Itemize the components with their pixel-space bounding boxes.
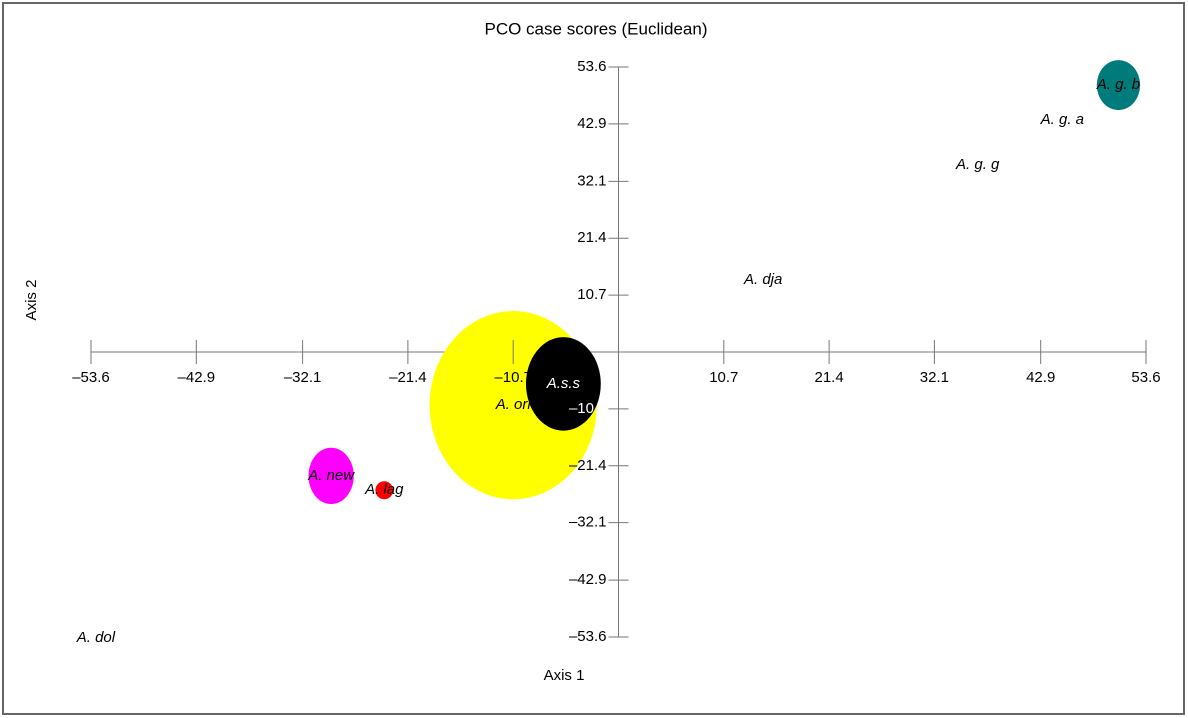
ellipse xyxy=(308,447,354,505)
point-label: A. dja xyxy=(743,271,782,288)
point-label: A. dol xyxy=(76,629,116,646)
point-label: A. g. a xyxy=(1040,111,1084,128)
point-label: A. g. g xyxy=(955,156,1000,173)
x-tick-label: –10.7 xyxy=(494,369,532,386)
x-tick-label: –32.1 xyxy=(284,369,322,386)
ellipse xyxy=(525,337,601,431)
y-tick-label: –10.7 xyxy=(569,400,607,417)
point-label: A. g. b xyxy=(1096,76,1140,93)
x-tick-label: 21.4 xyxy=(815,369,844,386)
y-tick-label: –32.1 xyxy=(569,514,607,531)
y-tick-label: 21.4 xyxy=(577,229,606,246)
x-tick-label: –21.4 xyxy=(389,369,427,386)
x-tick-label: –53.6 xyxy=(72,369,110,386)
point-label: A. new xyxy=(307,467,355,484)
y-axis-title: Axis 2 xyxy=(23,280,40,321)
y-tick-label: –21.4 xyxy=(569,457,607,474)
y-tick-label: 10.7 xyxy=(577,286,606,303)
point-label: A. lag xyxy=(364,481,404,498)
x-tick-label: 42.9 xyxy=(1026,369,1055,386)
ellipse xyxy=(1096,60,1141,111)
x-tick-label: 32.1 xyxy=(920,369,949,386)
chart-title: PCO case scores (Euclidean) xyxy=(485,19,708,38)
ellipse xyxy=(375,481,394,500)
y-tick-label: –53.6 xyxy=(569,628,607,645)
x-axis-title: Axis 1 xyxy=(544,667,585,684)
point-label: A.s.s xyxy=(546,375,581,392)
y-tick-label: 32.1 xyxy=(577,172,606,189)
y-tick-label: 53.6 xyxy=(577,58,606,75)
x-tick-label: 10.7 xyxy=(709,369,738,386)
x-tick-label: –42.9 xyxy=(178,369,216,386)
y-tick-label: 42.9 xyxy=(577,115,606,132)
y-tick-label: –42.9 xyxy=(569,571,607,588)
point-label: A. ori xyxy=(495,396,532,413)
x-tick-label: 53.6 xyxy=(1131,369,1160,386)
